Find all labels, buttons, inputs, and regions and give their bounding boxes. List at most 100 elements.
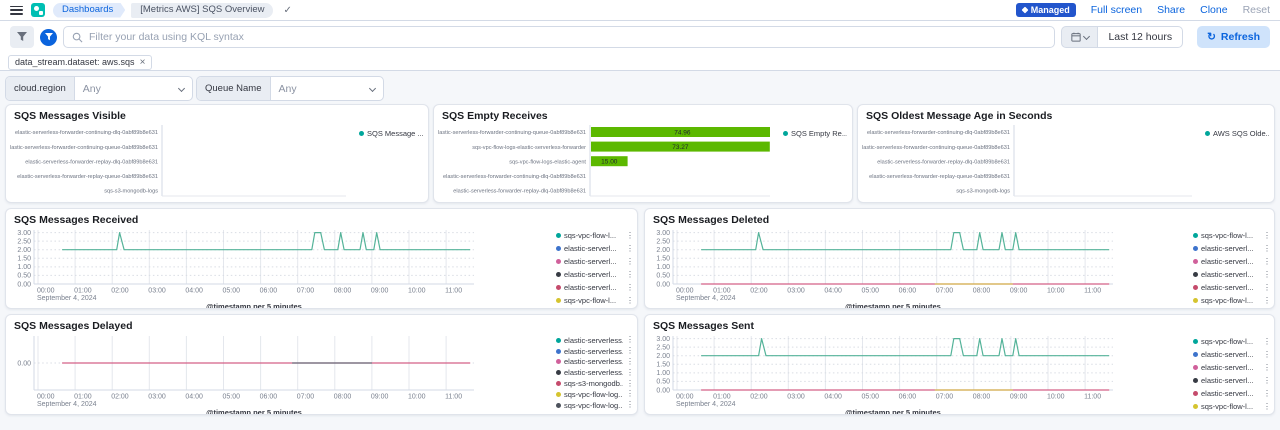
svg-text:3.00: 3.00 (656, 230, 670, 237)
chart-sqs-messages-sent[interactable]: 3.002.502.001.501.000.500.0000:0001:0002… (649, 333, 1192, 414)
elastic-logo[interactable] (31, 3, 45, 17)
chart-sqs-messages-delayed[interactable]: 0.0000:0001:0002:0003:0004:0005:0006:000… (10, 333, 555, 414)
svg-text:elastic-serverless-forwarder-r: elastic-serverless-forwarder-replay-queu… (869, 174, 1010, 180)
legend-item[interactable]: elastic-serverl...⋮ (1193, 348, 1271, 361)
filter-pill-data-stream-dataset[interactable]: data_stream.dataset: aws.sqs × (8, 55, 152, 70)
legend-item[interactable]: elastic-serverl...⋮ (1193, 361, 1271, 374)
legend-item[interactable]: AWS SQS Olde... (1205, 127, 1269, 140)
reset-button[interactable]: Reset (1243, 4, 1270, 16)
legend-actions-icon[interactable]: ⋮ (626, 336, 634, 344)
saved-query-button[interactable] (40, 29, 57, 46)
legend-actions-icon[interactable]: ⋮ (1263, 377, 1271, 385)
legend-item[interactable]: elastic-serverl...⋮ (1193, 268, 1271, 281)
legend-item[interactable]: elastic-serverl...⋮ (556, 281, 634, 294)
legend-actions-icon[interactable]: ⋮ (626, 271, 634, 279)
legend-item[interactable]: sqs-vpc-flow-l...⋮ (556, 294, 634, 307)
series-dot-icon (556, 298, 561, 303)
legend-item[interactable]: sqs-vpc-flow-l...⋮ (556, 229, 634, 242)
svg-text:2.50: 2.50 (656, 238, 670, 245)
legend-actions-icon[interactable]: ⋮ (626, 401, 634, 409)
control-cloud-region[interactable]: cloud.region Any (5, 76, 193, 101)
hamburger-menu-icon[interactable] (10, 6, 23, 15)
managed-badge[interactable]: Managed (1016, 3, 1076, 17)
legend-item[interactable]: elastic-serverless...⋮ (556, 346, 634, 357)
panel-title: SQS Messages Received (6, 209, 637, 226)
legend-actions-icon[interactable]: ⋮ (626, 380, 634, 388)
legend-actions-icon[interactable]: ⋮ (1263, 258, 1271, 266)
share-button[interactable]: Share (1157, 4, 1185, 16)
svg-text:September 4, 2024: September 4, 2024 (676, 295, 736, 302)
legend-item[interactable]: elastic-serverl...⋮ (1193, 387, 1271, 400)
legend-item[interactable]: elastic-serverl...⋮ (556, 268, 634, 281)
legend-actions-icon[interactable]: ⋮ (626, 390, 634, 398)
legend-actions-icon[interactable]: ⋮ (626, 297, 634, 305)
chart-sqs-oldest-message-age[interactable]: elastic-serverless-forwarder-continuing-… (862, 123, 1192, 202)
legend-item[interactable]: sqs-s3-mongodb...⋮ (556, 378, 634, 389)
legend-actions-icon[interactable]: ⋮ (1263, 351, 1271, 359)
legend-actions-icon[interactable]: ⋮ (1263, 297, 1271, 305)
legend-actions-icon[interactable]: ⋮ (1263, 271, 1271, 279)
svg-text:3.00: 3.00 (17, 230, 31, 237)
legend-actions-icon[interactable]: ⋮ (1263, 338, 1271, 346)
legend-item[interactable]: elastic-serverl...⋮ (1193, 281, 1271, 294)
filter-menu-button[interactable] (10, 26, 34, 48)
legend-actions-icon[interactable]: ⋮ (1263, 284, 1271, 292)
legend-actions-icon[interactable]: ⋮ (1263, 403, 1271, 411)
saved-check-icon[interactable]: ✓ (283, 5, 291, 16)
legend-item[interactable]: sqs-vpc-flow-log...⋮ (556, 400, 634, 411)
legend-item[interactable]: sqs-vpc-flow-l...⋮ (1193, 294, 1271, 307)
series-dot-icon (1193, 298, 1198, 303)
series-dot-icon (1193, 272, 1198, 277)
legend-item[interactable]: elastic-serverless...⋮ (556, 335, 634, 346)
legend-label: elastic-serverl... (1201, 363, 1260, 372)
kql-placeholder: Filter your data using KQL syntax (89, 31, 244, 43)
legend-item[interactable]: elastic-serverless...⋮ (556, 357, 634, 368)
legend-label: AWS SQS Olde... (1213, 129, 1269, 138)
svg-text:06:00: 06:00 (899, 288, 917, 295)
legend-actions-icon[interactable]: ⋮ (1263, 232, 1271, 240)
control-queue-name[interactable]: Queue Name Any (196, 76, 384, 101)
remove-filter-icon[interactable]: × (140, 57, 146, 68)
breadcrumb-current-dashboard[interactable]: [Metrics AWS] SQS Overview (131, 3, 273, 18)
chart-sqs-empty-receives[interactable]: elastic-serverless-forwarder-continuing-… (438, 123, 770, 202)
legend-item[interactable]: SQS Empty Re... (783, 127, 847, 140)
legend-actions-icon[interactable]: ⋮ (626, 369, 634, 377)
svg-text:09:00: 09:00 (1010, 394, 1028, 401)
refresh-button[interactable]: ↻ Refresh (1197, 26, 1270, 48)
full-screen-button[interactable]: Full screen (1091, 4, 1142, 16)
legend-actions-icon[interactable]: ⋮ (626, 358, 634, 366)
legend-actions-icon[interactable]: ⋮ (626, 232, 634, 240)
legend-item[interactable]: sqs-vpc-flow-l...⋮ (1193, 335, 1271, 348)
legend-item[interactable]: sqs-vpc-flow-l...⋮ (1193, 400, 1271, 413)
legend-item[interactable]: elastic-serverl...⋮ (556, 255, 634, 268)
legend-item[interactable]: elastic-serverl...⋮ (1193, 242, 1271, 255)
series-dot-icon (1193, 285, 1198, 290)
svg-text:elastic-serverless-forwarder-c: elastic-serverless-forwarder-continuing-… (10, 145, 158, 151)
legend-item[interactable]: elastic-serverl...⋮ (1193, 255, 1271, 268)
svg-text:0.50: 0.50 (656, 379, 670, 386)
kql-search-input[interactable]: Filter your data using KQL syntax (63, 26, 1055, 48)
legend-actions-icon[interactable]: ⋮ (626, 245, 634, 253)
legend-item[interactable]: elastic-serverl...⋮ (556, 242, 634, 255)
legend-item[interactable]: sqs-vpc-flow-log...⋮ (556, 389, 634, 400)
legend-item[interactable]: elastic-serverl...⋮ (1193, 374, 1271, 387)
chart-sqs-messages-deleted[interactable]: 3.002.502.001.501.000.500.0000:0001:0002… (649, 227, 1192, 308)
legend-actions-icon[interactable]: ⋮ (626, 284, 634, 292)
legend-actions-icon[interactable]: ⋮ (1263, 390, 1271, 398)
chart-sqs-messages-received[interactable]: 3.002.502.001.501.000.500.0000:0001:0002… (10, 227, 555, 308)
chart-sqs-messages-visible[interactable]: elastic-serverless-forwarder-continuing-… (10, 123, 346, 202)
legend-item[interactable]: elastic-serverless...⋮ (556, 367, 634, 378)
legend-actions-icon[interactable]: ⋮ (626, 347, 634, 355)
panel-title: SQS Messages Sent (645, 315, 1274, 332)
breadcrumb-dashboards[interactable]: Dashboards (53, 3, 125, 18)
svg-text:07:00: 07:00 (936, 288, 954, 295)
legend-item[interactable]: SQS Message ... (359, 127, 423, 140)
legend-item[interactable]: sqs-vpc-flow-l...⋮ (1193, 229, 1271, 242)
clone-button[interactable]: Clone (1200, 4, 1227, 16)
legend-actions-icon[interactable]: ⋮ (1263, 245, 1271, 253)
legend-actions-icon[interactable]: ⋮ (626, 258, 634, 266)
svg-text:10:00: 10:00 (1047, 394, 1065, 401)
date-picker-button[interactable] (1061, 26, 1097, 48)
legend-actions-icon[interactable]: ⋮ (1263, 364, 1271, 372)
time-range-value[interactable]: Last 12 hours (1097, 26, 1183, 48)
